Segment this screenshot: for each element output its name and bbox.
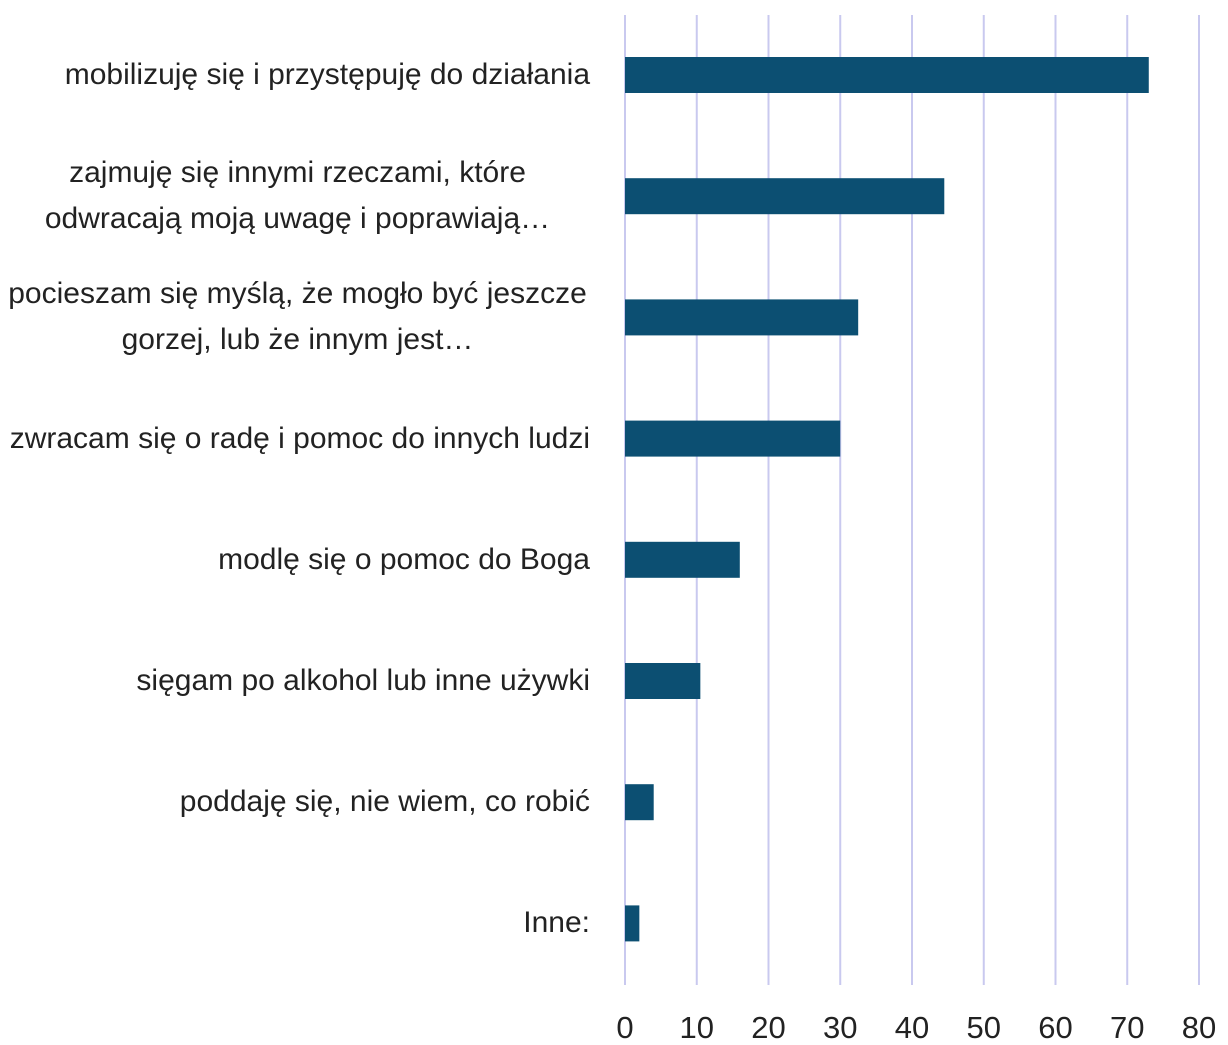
y-label-box: poddaję się, nie wiem, co robić	[0, 747, 590, 857]
x-tick-label: 0	[616, 1010, 633, 1045]
x-tick-label: 40	[895, 1010, 929, 1045]
y-tick-label: sięgam po alkohol lub inne używki	[136, 664, 590, 697]
y-label-box: zajmuję się innymi rzeczami, które odwra…	[0, 141, 590, 251]
bar	[625, 299, 859, 336]
bar	[625, 663, 701, 699]
y-label-box: pocieszam się myślą, że mogło być jeszcz…	[0, 262, 590, 372]
y-label-box: sięgam po alkohol lub inne używki	[0, 626, 590, 736]
y-label-box: modlę się o pomoc do Boga	[0, 505, 590, 615]
y-label-box: zwracam się o radę i pomoc do innych lud…	[0, 384, 590, 494]
x-tick-label: 30	[823, 1010, 857, 1045]
y-tick-label: mobilizuję się i przystępuję do działani…	[64, 58, 590, 91]
y-tick-label: zwracam się o radę i pomoc do innych lud…	[9, 421, 590, 455]
y-tick-label: pocieszam się myślą, że mogło być jeszcz…	[8, 277, 587, 357]
bar	[625, 541, 740, 578]
bar	[625, 178, 945, 215]
x-tick-label: 80	[1182, 1010, 1216, 1045]
bar	[625, 905, 640, 942]
bar	[625, 784, 654, 821]
y-tick-label: poddaję się, nie wiem, co robić	[179, 785, 590, 819]
x-tick-label: 60	[1038, 1010, 1072, 1045]
x-tick-label: 10	[680, 1010, 714, 1045]
bar	[625, 420, 841, 457]
x-tick-label: 50	[967, 1010, 1001, 1045]
x-tick-label: 20	[751, 1010, 785, 1045]
y-label-box: mobilizuję się i przystępuję do działani…	[0, 20, 590, 130]
y-tick-label: zajmuję się innymi rzeczami, które odwra…	[44, 156, 551, 236]
y-label-box: Inne:	[0, 868, 590, 978]
y-tick-label: Inne:	[523, 906, 590, 940]
bar	[625, 57, 1149, 93]
y-tick-label: modlę się o pomoc do Boga	[218, 542, 590, 576]
x-tick-label: 70	[1110, 1010, 1144, 1045]
